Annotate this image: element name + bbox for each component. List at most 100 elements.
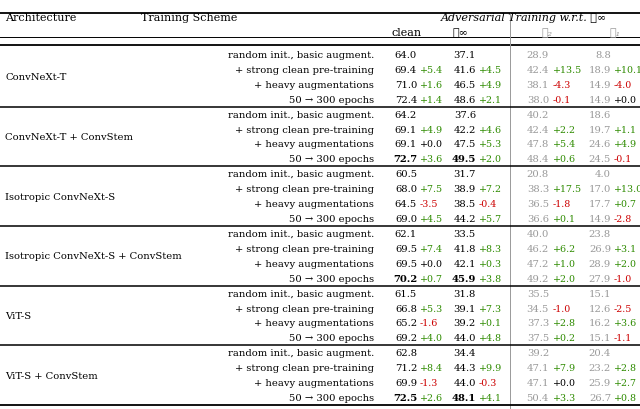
Text: +5.4: +5.4 [553, 140, 576, 149]
Text: 38.3: 38.3 [527, 185, 549, 194]
Text: 47.2: 47.2 [527, 259, 549, 268]
Text: + heavy augmentations: + heavy augmentations [254, 200, 374, 209]
Text: 42.4: 42.4 [527, 66, 549, 75]
Text: 41.6: 41.6 [454, 66, 476, 75]
Text: 36.6: 36.6 [527, 214, 549, 223]
Text: 44.2: 44.2 [454, 214, 476, 223]
Text: 38.0: 38.0 [527, 95, 549, 104]
Text: +0.8: +0.8 [614, 393, 637, 402]
Text: 31.8: 31.8 [454, 289, 476, 298]
Text: Adversarial Training w.r.t. ℓ∞: Adversarial Training w.r.t. ℓ∞ [440, 13, 607, 23]
Text: +2.6: +2.6 [420, 393, 443, 402]
Text: 62.8: 62.8 [395, 348, 417, 357]
Text: random init., basic augment.: random init., basic augment. [228, 348, 374, 357]
Text: -1.3: -1.3 [420, 378, 438, 387]
Text: +0.0: +0.0 [614, 95, 637, 104]
Text: +0.1: +0.1 [479, 319, 502, 328]
Text: 38.1: 38.1 [527, 81, 549, 90]
Text: +2.2: +2.2 [553, 125, 576, 134]
Text: +0.7: +0.7 [614, 200, 637, 209]
Text: 20.4: 20.4 [589, 348, 611, 357]
Text: 18.9: 18.9 [589, 66, 611, 75]
Text: -2.5: -2.5 [614, 304, 632, 313]
Text: +9.9: +9.9 [479, 363, 502, 372]
Text: +4.9: +4.9 [420, 125, 443, 134]
Text: +3.3: +3.3 [553, 393, 576, 402]
Text: 71.0: 71.0 [395, 81, 417, 90]
Text: +8.4: +8.4 [420, 363, 443, 372]
Text: 47.5: 47.5 [454, 140, 476, 149]
Text: 62.1: 62.1 [395, 229, 417, 238]
Text: -1.0: -1.0 [614, 274, 632, 283]
Text: ConvNeXt-T + ConvStem: ConvNeXt-T + ConvStem [5, 133, 133, 142]
Text: + heavy augmentations: + heavy augmentations [254, 319, 374, 328]
Text: + strong clean pre-training: + strong clean pre-training [235, 363, 374, 372]
Text: 49.2: 49.2 [527, 274, 549, 283]
Text: 34.5: 34.5 [527, 304, 549, 313]
Text: 42.1: 42.1 [454, 259, 476, 268]
Text: 37.5: 37.5 [527, 334, 549, 342]
Text: 41.8: 41.8 [454, 244, 476, 253]
Text: +2.1: +2.1 [479, 95, 502, 104]
Text: ℓ₁: ℓ₁ [609, 28, 621, 38]
Text: 31.7: 31.7 [454, 170, 476, 179]
Text: +6.2: +6.2 [553, 244, 576, 253]
Text: +3.1: +3.1 [614, 244, 637, 253]
Text: + strong clean pre-training: + strong clean pre-training [235, 66, 374, 75]
Text: 68.0: 68.0 [395, 185, 417, 194]
Text: 46.5: 46.5 [454, 81, 476, 90]
Text: -4.0: -4.0 [614, 81, 632, 90]
Text: 71.2: 71.2 [395, 363, 417, 372]
Text: 46.2: 46.2 [527, 244, 549, 253]
Text: Training Scheme: Training Scheme [141, 13, 237, 23]
Text: 64.2: 64.2 [395, 110, 417, 119]
Text: ConvNeXt-T: ConvNeXt-T [5, 73, 67, 82]
Text: Isotropic ConvNeXt-S + ConvStem: Isotropic ConvNeXt-S + ConvStem [5, 252, 182, 261]
Text: +0.1: +0.1 [553, 214, 576, 223]
Text: +0.6: +0.6 [553, 155, 576, 164]
Text: 45.9: 45.9 [452, 274, 476, 283]
Text: +2.8: +2.8 [553, 319, 576, 328]
Text: 72.4: 72.4 [395, 95, 417, 104]
Text: 37.6: 37.6 [454, 110, 476, 119]
Text: + strong clean pre-training: + strong clean pre-training [235, 185, 374, 194]
Text: 50 → 300 epochs: 50 → 300 epochs [289, 95, 374, 104]
Text: 42.4: 42.4 [527, 125, 549, 134]
Text: -1.6: -1.6 [420, 319, 438, 328]
Text: ViT-S + ConvStem: ViT-S + ConvStem [5, 371, 98, 380]
Text: +0.3: +0.3 [479, 259, 502, 268]
Text: +13.0: +13.0 [614, 185, 640, 194]
Text: 8.8: 8.8 [595, 51, 611, 60]
Text: +7.2: +7.2 [479, 185, 502, 194]
Text: -2.8: -2.8 [614, 214, 632, 223]
Text: -4.3: -4.3 [553, 81, 572, 90]
Text: 69.5: 69.5 [395, 244, 417, 253]
Text: clean: clean [392, 28, 422, 38]
Text: Architecture: Architecture [5, 13, 76, 23]
Text: -3.5: -3.5 [420, 200, 438, 209]
Text: -0.1: -0.1 [553, 95, 572, 104]
Text: 48.4: 48.4 [527, 155, 549, 164]
Text: +4.9: +4.9 [614, 140, 637, 149]
Text: 23.8: 23.8 [589, 229, 611, 238]
Text: -0.1: -0.1 [614, 155, 632, 164]
Text: 72.5: 72.5 [393, 393, 417, 402]
Text: + heavy augmentations: + heavy augmentations [254, 378, 374, 387]
Text: 20.8: 20.8 [527, 170, 549, 179]
Text: 50 → 300 epochs: 50 → 300 epochs [289, 393, 374, 402]
Text: 27.9: 27.9 [589, 274, 611, 283]
Text: 14.9: 14.9 [589, 81, 611, 90]
Text: 69.2: 69.2 [395, 334, 417, 342]
Text: +0.7: +0.7 [420, 274, 443, 283]
Text: random init., basic augment.: random init., basic augment. [228, 170, 374, 179]
Text: 39.2: 39.2 [527, 348, 549, 357]
Text: +1.6: +1.6 [420, 81, 443, 90]
Text: random init., basic augment.: random init., basic augment. [228, 51, 374, 60]
Text: 17.0: 17.0 [589, 185, 611, 194]
Text: 26.7: 26.7 [589, 393, 611, 402]
Text: +0.0: +0.0 [420, 259, 443, 268]
Text: 14.9: 14.9 [589, 95, 611, 104]
Text: -1.1: -1.1 [614, 334, 632, 342]
Text: +4.9: +4.9 [479, 81, 502, 90]
Text: ℓ∞: ℓ∞ [452, 28, 468, 38]
